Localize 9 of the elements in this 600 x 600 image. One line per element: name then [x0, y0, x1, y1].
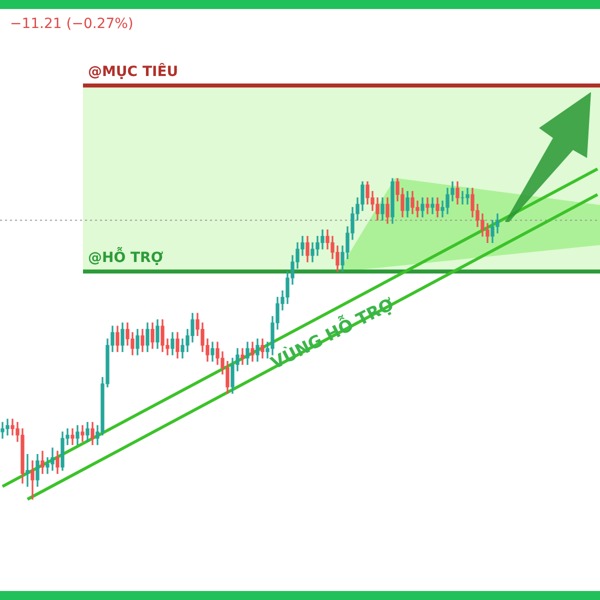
candlestick	[26, 454, 30, 487]
ref-line-label: @HỖ TRỢ	[88, 247, 164, 266]
candlestick	[80, 425, 84, 442]
candlestick	[430, 197, 434, 214]
text: −11.21 (−0.27%)	[10, 16, 134, 32]
candlestick	[426, 197, 430, 214]
candlestick	[70, 428, 74, 446]
candlestick	[240, 348, 244, 365]
ref-line-label: @MỤC TIÊU	[88, 63, 178, 80]
